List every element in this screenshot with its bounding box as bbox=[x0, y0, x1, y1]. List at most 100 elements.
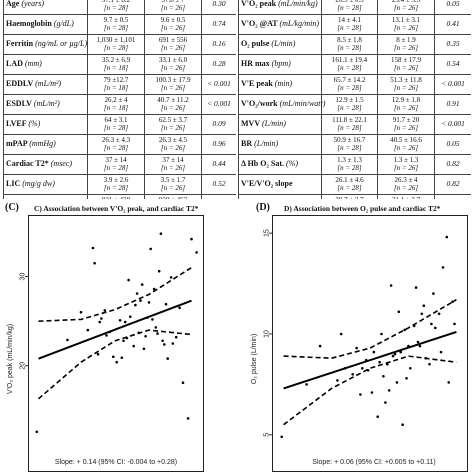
row-label: Δ Hb O₂ Sat. (%) bbox=[238, 154, 322, 175]
data-point bbox=[86, 328, 90, 332]
data-point bbox=[166, 357, 169, 360]
data-point bbox=[186, 417, 190, 420]
group-b-mean: 26.3 ± 4.5 bbox=[158, 135, 188, 144]
row-label: Haemoglobin (g/dL) bbox=[3, 14, 88, 35]
data-point bbox=[35, 430, 39, 434]
data-point bbox=[339, 332, 343, 336]
group-a-value: 26.2 ± 4 [n = 18] bbox=[87, 94, 145, 115]
table-row: V'E peak (min) 65.7 ± 14.2 [n = 28] 51.3 ± … bbox=[238, 74, 471, 95]
group-b-value: 8 ± 1.9 [n = 26] bbox=[377, 34, 435, 55]
table-row: Total PA (MET-min/week)921 ± 438[n = 28]… bbox=[3, 194, 236, 199]
group-a-value: 79 ±12.7 [n = 18] bbox=[87, 74, 145, 95]
data-point bbox=[181, 381, 185, 384]
data-point bbox=[418, 344, 422, 348]
row-label-unit: (mL/m²) bbox=[33, 99, 60, 109]
data-point bbox=[135, 292, 139, 295]
table-row: ESDLV (mL/m²) 26.2 ± 4 [n = 18] 40.7 ± 11.2… bbox=[3, 94, 236, 115]
data-point bbox=[195, 251, 198, 254]
row-label-unit: (g/dL) bbox=[53, 19, 74, 29]
group-b-value: 12.9 ± 1.8 [n = 26] bbox=[377, 94, 435, 115]
row-label: BR (L/min) bbox=[238, 134, 322, 155]
group-a-mean: 79 ±12.7 bbox=[103, 75, 129, 84]
group-a-n: [n = 28] bbox=[337, 103, 362, 112]
group-b-value: 62.5 ± 3.7 [n = 26] bbox=[144, 114, 202, 135]
group-b-mean: 23.4 ± 5.5 bbox=[392, 0, 420, 4]
row-label-unit: (msec) bbox=[50, 159, 73, 169]
group-b-mean: 62.5 ± 3.7 bbox=[158, 115, 188, 124]
data-point bbox=[96, 352, 100, 356]
p-value: 0.35 bbox=[434, 34, 471, 55]
data-point bbox=[395, 381, 399, 384]
data-point bbox=[120, 356, 124, 359]
row-label-unit: (mL/min/watt) bbox=[279, 99, 326, 109]
chart-c-svg: 20 30 V'O₂ peak (mL/min/kg) Slope: + 0.14 (… bbox=[7, 232, 198, 466]
p-value: < 0.001 bbox=[201, 94, 236, 115]
group-a-n: [n = 28] bbox=[337, 23, 362, 32]
y-tick-label: 30 bbox=[20, 273, 27, 281]
group-b-n: [n = 26] bbox=[393, 83, 419, 92]
data-point bbox=[432, 292, 435, 295]
group-a-value: 111.8 ± 22.1 [n = 28] bbox=[321, 114, 378, 135]
data-point bbox=[439, 350, 443, 354]
data-point bbox=[100, 317, 103, 320]
group-a-value: 3.9 ± 2.6 [n = 28] bbox=[87, 174, 145, 195]
group-b-mean: 12.9 ± 1.8 bbox=[391, 95, 421, 104]
data-point bbox=[437, 312, 441, 316]
data-point bbox=[134, 303, 137, 307]
row-label-unit: (%) bbox=[28, 119, 41, 129]
group-a-n: [n = 28] bbox=[337, 63, 362, 72]
data-point bbox=[103, 309, 107, 312]
table-row: LAD (mm) 35.2 ± 6.9 [n = 18] 33.1 ± 6.0 [n =… bbox=[3, 54, 236, 75]
row-label: mPAP (mmHg) bbox=[3, 134, 88, 155]
group-b-value: 37.8 ± 7[n = 26] bbox=[144, 0, 202, 15]
row-label-unit: (bpm) bbox=[271, 59, 291, 69]
p-value: 0.96 bbox=[201, 134, 236, 155]
data-point bbox=[108, 330, 112, 334]
data-point bbox=[343, 367, 347, 370]
group-a-value: 1.3 ± 1.3 [n = 28] bbox=[321, 154, 378, 175]
group-b-value: 31.1 ± 3.7[n = 26] bbox=[377, 194, 435, 199]
data-point bbox=[144, 335, 147, 338]
table-right: V'O₂ peak (mL/min/kg)26.5 ± 6.3[n = 28]2… bbox=[238, 0, 471, 199]
y-tick-label: 20 bbox=[20, 362, 27, 370]
row-label: LIC (mg/g dw) bbox=[3, 174, 88, 195]
row-label-name: LAD bbox=[6, 59, 23, 69]
group-a-mean: 26.2 ± 4 bbox=[104, 95, 128, 104]
data-point bbox=[372, 350, 376, 354]
group-a-value: 161.1 ± 19.4 [n = 28] bbox=[321, 54, 378, 75]
row-label-unit: (mL/min/kg) bbox=[278, 0, 318, 9]
group-a-n: [n = 18] bbox=[103, 103, 129, 112]
table-row: V'O₂ peak (mL/min/kg)26.5 ± 6.3[n = 28]2… bbox=[238, 0, 471, 15]
group-b-value: 37 ± 14 [n = 26] bbox=[144, 154, 202, 175]
p-value: 0.82 bbox=[434, 154, 471, 175]
group-b-value: 3.5 ± 1.7 [n = 26] bbox=[144, 174, 202, 195]
row-label: O₂ pulse (L/min) bbox=[238, 34, 322, 55]
group-b-mean: 1.3 ± 1.3 bbox=[393, 155, 419, 164]
row-label-unit: (L/min) bbox=[271, 39, 296, 49]
group-a-value: 37 ± 14 [n = 28] bbox=[87, 154, 145, 175]
group-b-value: 26.3 ± 4 [n = 26] bbox=[377, 174, 435, 195]
row-label-name: V'O₂ @AT bbox=[241, 19, 278, 29]
group-b-n: [n = 26] bbox=[160, 23, 186, 32]
y-tick-label: 15 bbox=[264, 229, 271, 237]
data-point bbox=[142, 347, 146, 351]
group-b-n: [n = 26] bbox=[160, 143, 186, 152]
data-point bbox=[414, 286, 418, 289]
p-value: < 0.001 bbox=[434, 74, 471, 95]
group-a-value: 65.7 ± 14.2 [n = 28] bbox=[321, 74, 378, 95]
table-row: mPAP (mmHg) 26.3 ± 4.3 [n = 28] 26.3 ± 4.5[… bbox=[3, 134, 236, 155]
data-point bbox=[98, 320, 101, 324]
p-value: 0.30 bbox=[201, 0, 236, 15]
group-b-n: [n = 26] bbox=[160, 183, 186, 192]
group-b-mean: 40.7 ± 11.2 bbox=[157, 95, 189, 104]
group-b-n: [n = 26] bbox=[393, 123, 419, 132]
p-value: 0.41 bbox=[434, 14, 471, 35]
row-label: HR max (bpm) bbox=[238, 54, 322, 75]
group-b-mean: 31.1 ± 3.7 bbox=[392, 196, 420, 199]
row-label: MVV (L/min) bbox=[238, 114, 322, 135]
row-label-unit: (mmHg) bbox=[29, 139, 56, 149]
row-label: EDDLV (mL/m²) bbox=[3, 74, 88, 95]
row-label: V'E/V'CO₂ slope bbox=[238, 194, 322, 199]
data-point bbox=[91, 246, 95, 250]
y-axis-label: O₂ pulse (L/min) bbox=[251, 334, 258, 385]
